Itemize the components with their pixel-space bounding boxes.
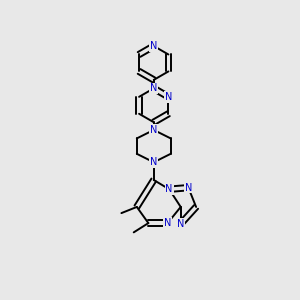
Text: N: N [164, 218, 171, 228]
Text: N: N [177, 219, 184, 229]
Text: N: N [150, 41, 158, 51]
Text: N: N [185, 183, 192, 193]
Text: N: N [165, 92, 172, 102]
Text: N: N [150, 125, 158, 135]
Text: N: N [150, 157, 158, 167]
Text: N: N [166, 184, 173, 194]
Text: N: N [166, 184, 173, 194]
Text: N: N [150, 83, 158, 93]
